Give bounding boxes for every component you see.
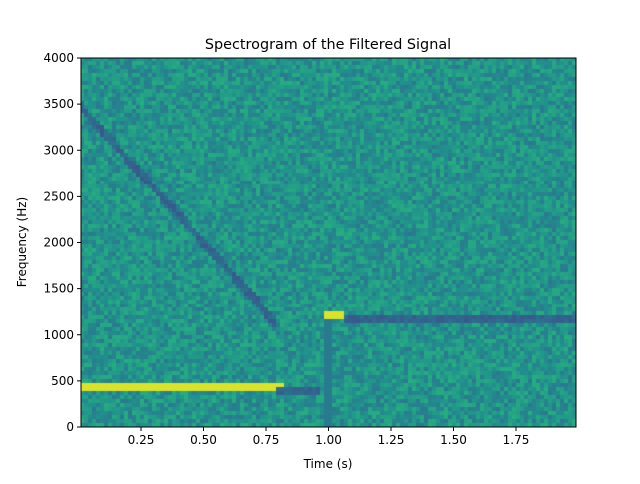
x-tick-label: 0.75 (253, 433, 280, 447)
y-tick-label: 0 (66, 420, 74, 434)
chart-title: Spectrogram of the Filtered Signal (205, 37, 451, 53)
y-tick-label: 2000 (43, 236, 74, 250)
y-tick-label: 3000 (43, 143, 74, 157)
x-tick-label: 1.75 (503, 433, 530, 447)
y-tick-label: 500 (51, 374, 74, 388)
y-tick-label: 1500 (43, 282, 74, 296)
x-axis: 0.25 0.50 0.75 1.00 1.25 1.50 1.75 (128, 427, 530, 447)
y-tick-label: 3500 (43, 97, 74, 111)
spectrogram-plot-area (81, 58, 576, 427)
y-axis: 0 500 1000 1500 2000 2500 3000 3500 4000 (43, 51, 81, 434)
y-axis-label: Frequency (Hz) (15, 197, 29, 288)
y-tick-label: 4000 (43, 51, 74, 65)
x-tick-label: 0.50 (190, 433, 217, 447)
x-tick-label: 1.00 (315, 433, 342, 447)
spectrogram-heatmap (81, 58, 576, 427)
x-tick-label: 1.50 (440, 433, 467, 447)
x-tick-label: 1.25 (378, 433, 405, 447)
x-axis-label: Time (s) (303, 457, 353, 471)
y-tick-label: 2500 (43, 189, 74, 203)
x-tick-label: 0.25 (128, 433, 155, 447)
y-tick-label: 1000 (43, 328, 74, 342)
